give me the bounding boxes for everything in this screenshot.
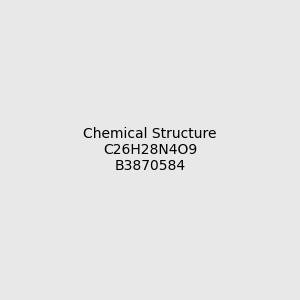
- Text: Chemical Structure
C26H28N4O9
B3870584: Chemical Structure C26H28N4O9 B3870584: [83, 127, 217, 173]
